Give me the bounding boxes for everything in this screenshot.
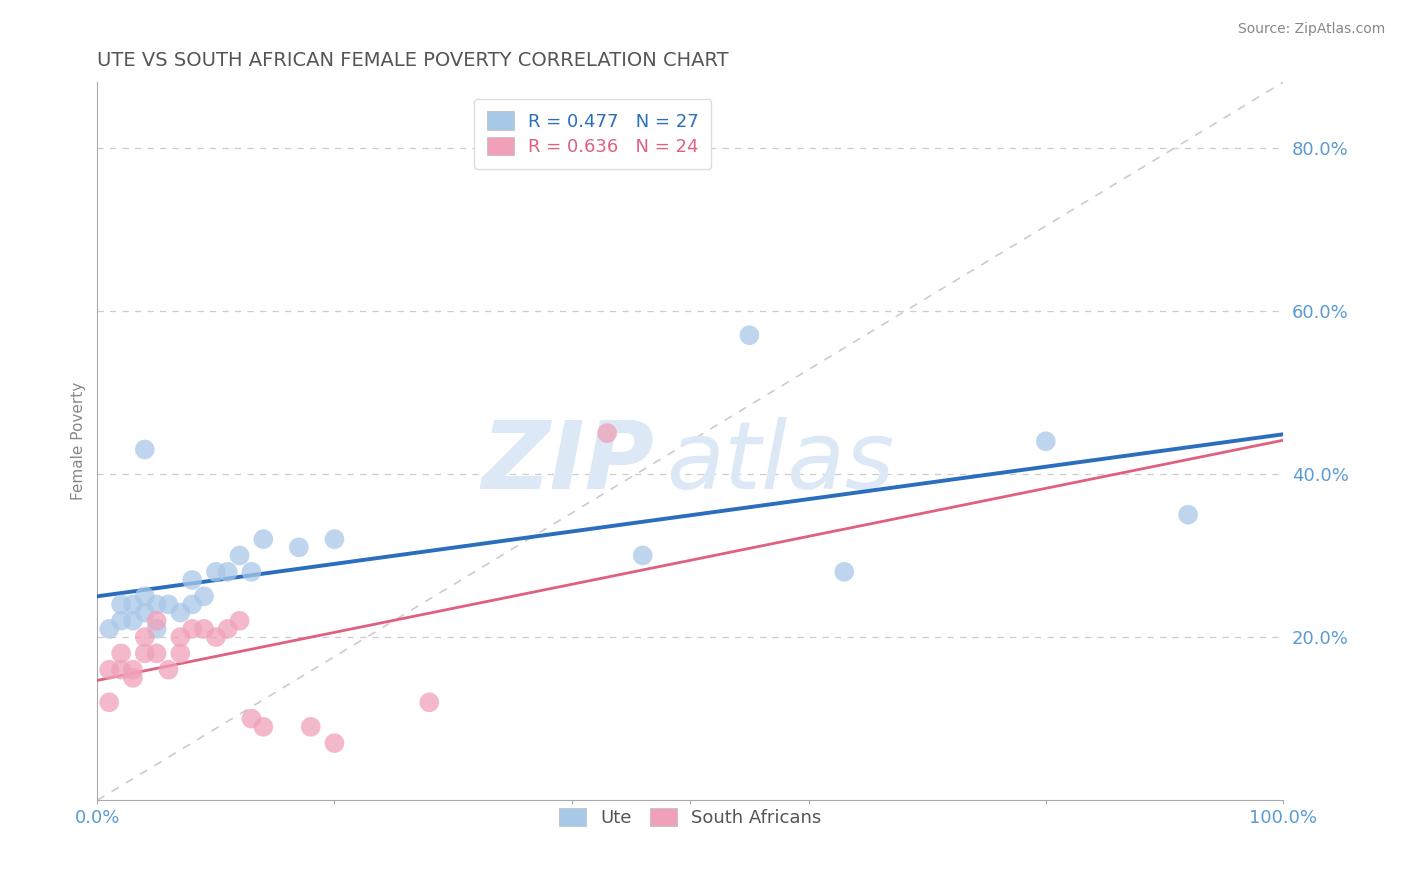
Point [157,598,180,612]
Point [134,606,156,620]
Point [122,663,145,677]
Point [157,663,180,677]
Point [193,622,215,636]
Point [145,598,167,612]
Point [240,712,263,726]
Legend: Ute, South Africans: Ute, South Africans [551,800,828,834]
Point [145,646,167,660]
Point [252,720,274,734]
Point [1035,434,1057,449]
Point [122,671,145,685]
Point [110,663,132,677]
Point [299,720,322,734]
Point [205,630,228,644]
Text: UTE VS SOUTH AFRICAN FEMALE POVERTY CORRELATION CHART: UTE VS SOUTH AFRICAN FEMALE POVERTY CORR… [97,51,728,70]
Point [110,614,132,628]
Point [240,565,263,579]
Point [110,598,132,612]
Point [418,695,440,709]
Point [323,532,346,546]
Point [98,622,121,636]
Point [228,614,250,628]
Point [145,614,167,628]
Point [145,622,167,636]
Point [181,622,204,636]
Point [228,549,250,563]
Point [631,549,654,563]
Point [98,663,121,677]
Text: Source: ZipAtlas.com: Source: ZipAtlas.com [1237,22,1385,37]
Point [134,630,156,644]
Point [323,736,346,750]
Point [181,573,204,587]
Point [738,328,761,343]
Point [596,426,619,441]
Text: atlas: atlas [666,417,894,508]
Point [252,532,274,546]
Point [205,565,228,579]
Point [288,541,311,555]
Point [169,646,191,660]
Point [832,565,855,579]
Point [217,622,239,636]
Point [217,565,239,579]
Point [134,442,156,457]
Point [110,646,132,660]
Point [193,589,215,603]
Point [122,614,145,628]
Point [98,695,121,709]
Point [134,589,156,603]
Point [181,598,204,612]
Y-axis label: Female Poverty: Female Poverty [72,382,86,500]
Point [122,598,145,612]
Point [134,646,156,660]
Point [169,606,191,620]
Text: ZIP: ZIP [482,417,655,508]
Point [1177,508,1199,522]
Point [169,630,191,644]
